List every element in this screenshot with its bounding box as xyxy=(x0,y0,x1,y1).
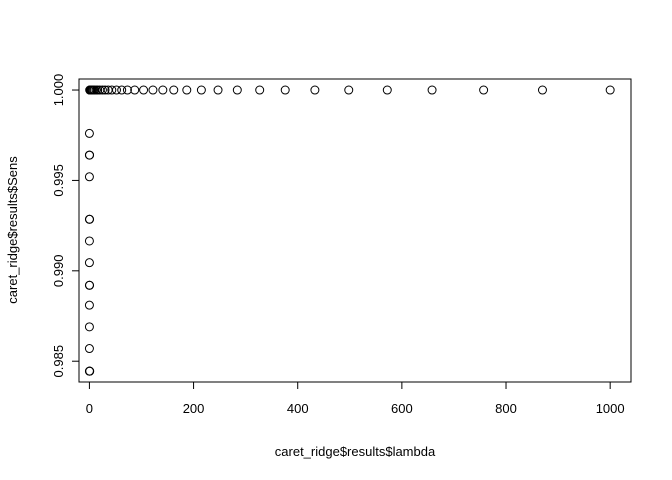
x-axis: 0 200 400 600 800 1000 xyxy=(86,381,625,416)
data-point xyxy=(84,172,94,182)
data-point xyxy=(85,214,95,224)
x-tick-label: 800 xyxy=(495,401,517,416)
data-point xyxy=(100,85,110,95)
data-point xyxy=(182,85,192,95)
data-point xyxy=(85,366,95,376)
data-point xyxy=(605,85,615,95)
x-tick-label: 200 xyxy=(183,401,205,416)
y-tick-label: 0.985 xyxy=(51,345,66,378)
y-axis-label: caret_ridge$results$Sens xyxy=(5,156,20,304)
data-point xyxy=(158,85,168,95)
plot-frame xyxy=(78,78,632,383)
data-point xyxy=(232,85,242,95)
x-tick-label: 0 xyxy=(86,401,93,416)
data-point xyxy=(427,85,437,95)
data-point xyxy=(84,236,94,246)
data-point xyxy=(111,85,121,95)
data-point xyxy=(84,344,94,354)
data-point xyxy=(310,85,320,95)
data-point xyxy=(84,258,94,268)
y-tick-label: 0.990 xyxy=(51,255,66,288)
y-tick-label: 0.995 xyxy=(51,164,66,197)
data-point xyxy=(97,85,107,95)
data-point xyxy=(84,300,94,310)
data-points xyxy=(84,85,615,376)
data-point xyxy=(344,85,354,95)
data-point xyxy=(130,85,140,95)
data-point xyxy=(85,150,95,160)
data-point xyxy=(122,85,132,95)
x-tick-label: 1000 xyxy=(596,401,625,416)
x-tick-label: 400 xyxy=(287,401,309,416)
data-point xyxy=(93,85,103,95)
data-point xyxy=(84,128,94,138)
data-point xyxy=(196,85,206,95)
data-point xyxy=(280,85,290,95)
data-point xyxy=(84,322,94,332)
data-point xyxy=(85,280,95,290)
data-point xyxy=(117,85,127,95)
x-tick-label: 600 xyxy=(391,401,413,416)
data-point xyxy=(169,85,179,95)
x-axis-label: caret_ridge$results$lambda xyxy=(275,444,436,459)
data-point xyxy=(382,85,392,95)
data-point xyxy=(148,85,158,95)
data-point xyxy=(107,85,117,95)
data-point xyxy=(139,85,149,95)
data-point xyxy=(255,85,265,95)
data-point xyxy=(479,85,489,95)
data-point xyxy=(537,85,547,95)
y-axis: 0.985 0.990 0.995 1.000 xyxy=(51,74,80,378)
data-point xyxy=(213,85,223,95)
y-tick-label: 1.000 xyxy=(51,74,66,107)
